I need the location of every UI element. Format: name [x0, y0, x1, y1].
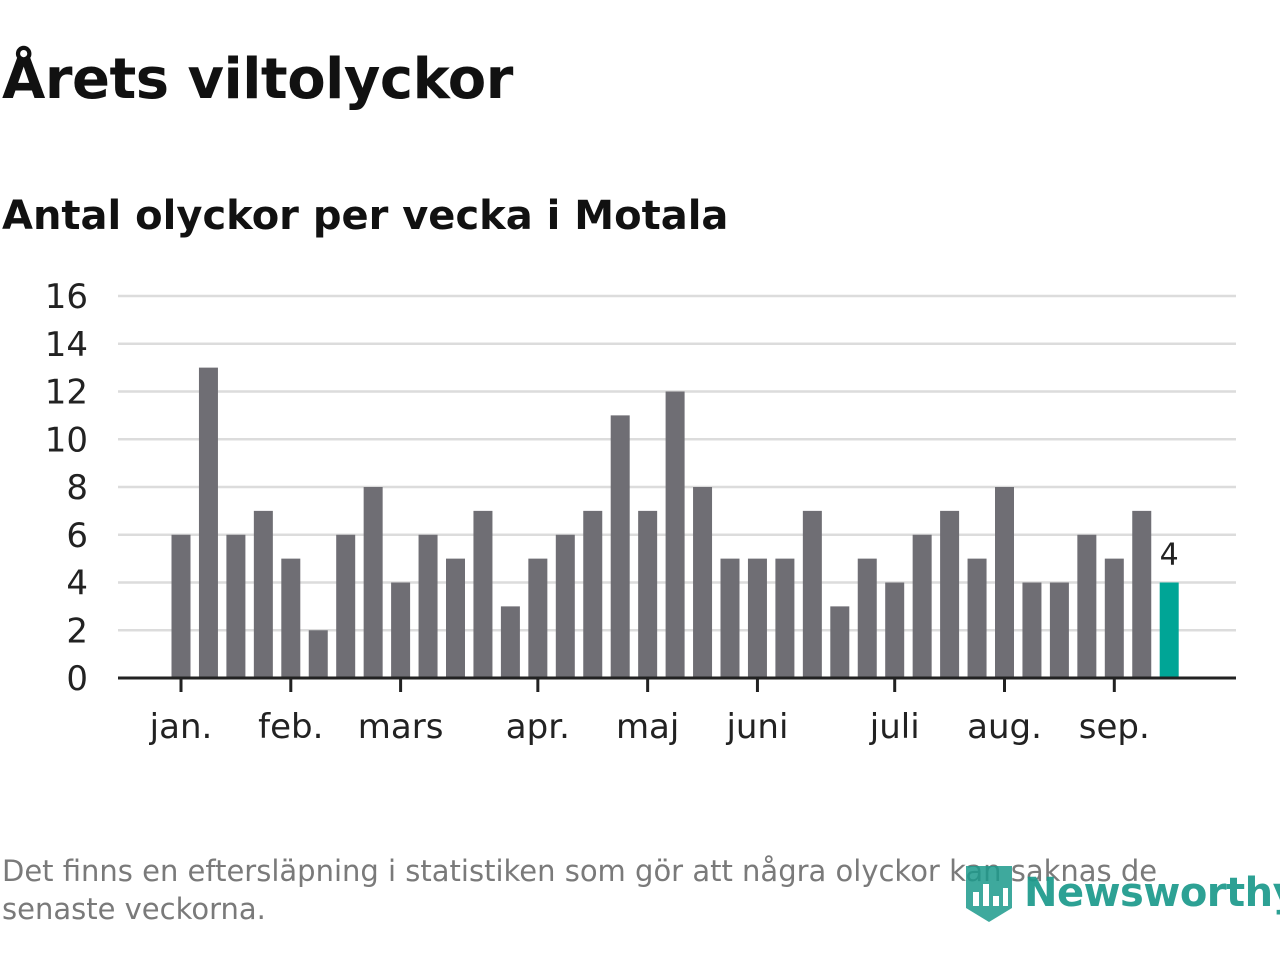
bar — [775, 558, 795, 678]
bar — [555, 534, 575, 678]
bar — [940, 510, 960, 678]
bar — [1132, 510, 1152, 678]
newsworthy-brand-label: Newsworthy — [1024, 870, 1280, 916]
y-tick-label: 8 — [66, 468, 88, 508]
x-tick-label: juli — [869, 707, 920, 747]
bar — [418, 534, 438, 678]
bar — [583, 510, 603, 678]
bar — [336, 534, 356, 678]
bar — [857, 558, 877, 678]
bar — [446, 558, 465, 678]
chart-title: Årets viltolyckor — [2, 47, 513, 112]
bar — [830, 606, 850, 678]
x-tick-label: mars — [358, 707, 444, 747]
bar — [171, 534, 191, 678]
newsworthy-logo: Newsworthy — [962, 858, 1280, 928]
bar — [363, 487, 383, 678]
bar — [720, 558, 740, 678]
bar — [1077, 534, 1097, 678]
bar — [1049, 582, 1069, 678]
bar — [391, 582, 411, 678]
y-tick-label: 12 — [45, 373, 88, 413]
bar — [473, 510, 493, 678]
bar — [1022, 582, 1042, 678]
newsworthy-logo-icon — [966, 866, 1012, 922]
y-tick-label: 2 — [66, 611, 88, 651]
bar-chart: 0 2 4 6 8 10 12 14 16 4 jan. feb. mars apr. maj juni jul… — [45, 277, 1236, 747]
bar — [802, 510, 822, 678]
bar — [281, 558, 301, 678]
data-label: 4 — [1160, 538, 1179, 573]
y-tick-label: 10 — [45, 420, 88, 460]
x-tick-label: apr. — [506, 707, 570, 747]
bar — [967, 558, 987, 678]
bar — [747, 558, 767, 678]
bar — [198, 367, 218, 678]
y-tick-label: 14 — [45, 325, 88, 365]
bar-highlight — [1159, 582, 1179, 678]
bar — [253, 510, 273, 678]
y-tick-label: 6 — [66, 516, 88, 556]
bar — [995, 487, 1014, 678]
bar — [885, 582, 905, 678]
chart-subtitle: Antal olyckor per vecka i Motala — [2, 193, 729, 239]
x-tick-label: maj — [616, 707, 679, 747]
bar — [528, 558, 548, 678]
x-tick-label: sep. — [1079, 707, 1150, 747]
y-tick-label: 4 — [66, 564, 88, 604]
bar — [500, 606, 520, 678]
bar — [610, 415, 630, 678]
footnote: Det finns en eftersläpning i statistiken… — [2, 854, 1158, 926]
y-tick-label: 0 — [66, 659, 88, 699]
x-tick-label: aug. — [967, 707, 1042, 747]
bar — [693, 487, 713, 678]
x-tick-label: jan. — [149, 707, 213, 747]
x-tick-label: feb. — [258, 707, 323, 747]
bar — [912, 534, 932, 678]
bar — [638, 510, 658, 678]
y-tick-label: 16 — [45, 277, 88, 317]
bar — [226, 534, 246, 678]
bar — [308, 630, 328, 678]
x-tick-label: juni — [725, 707, 788, 747]
bar — [1104, 558, 1124, 678]
bar — [665, 391, 685, 678]
